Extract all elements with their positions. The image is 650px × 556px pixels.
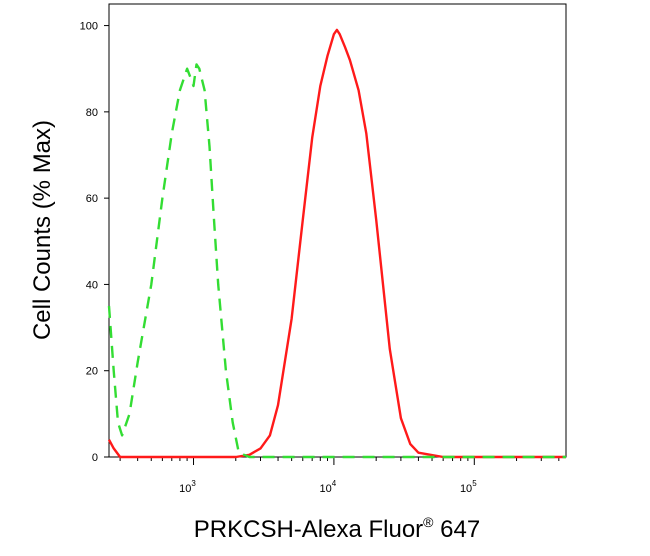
y-axis-title: Cell Counts (% Max) (29, 120, 56, 340)
series-line-1 (107, 28, 566, 459)
x-axis-title-registered-mark: ® (423, 514, 434, 530)
x-tick-label: 105 (460, 479, 477, 495)
x-axis-title-main: PRKCSH-Alexa Fluor (194, 516, 423, 543)
y-tick-label: 40 (86, 279, 98, 291)
series-layer (107, 28, 566, 459)
y-tick-label: 80 (86, 107, 98, 119)
y-tick-label: 60 (86, 193, 98, 205)
x-axis-title-suffix: 647 (434, 516, 481, 543)
y-tick-label: 20 (86, 366, 98, 378)
y-tick-label: 100 (80, 21, 98, 33)
x-axis-ticks: 103 104 105 (119, 457, 560, 495)
plot-frame (108, 3, 567, 458)
y-axis-ticks: 0 20 40 60 80 100 (80, 21, 109, 464)
x-axis-title: PRKCSH-Alexa Fluor® 647 (194, 514, 480, 543)
x-tick-label: 104 (320, 479, 337, 495)
x-tick-label: 103 (179, 479, 196, 495)
series-line-2 (107, 63, 566, 459)
y-tick-label: 0 (92, 452, 98, 464)
